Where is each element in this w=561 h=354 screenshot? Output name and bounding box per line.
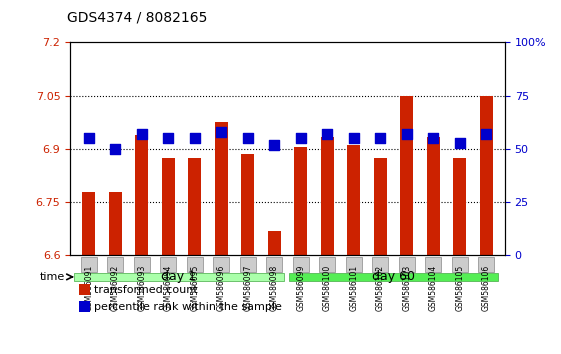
Text: GSM586097: GSM586097 — [243, 264, 252, 311]
Text: GSM586103: GSM586103 — [402, 264, 411, 310]
FancyBboxPatch shape — [160, 257, 176, 272]
Bar — [79, 302, 90, 312]
Text: GSM586102: GSM586102 — [376, 264, 385, 310]
FancyBboxPatch shape — [289, 273, 498, 281]
Text: transformed count: transformed count — [94, 285, 198, 295]
FancyBboxPatch shape — [107, 257, 123, 272]
FancyBboxPatch shape — [373, 257, 388, 272]
Bar — [294, 147, 307, 256]
FancyBboxPatch shape — [346, 257, 362, 272]
Point — [323, 131, 332, 137]
Bar — [347, 145, 360, 256]
Text: GSM586096: GSM586096 — [217, 264, 226, 311]
Text: GSM586106: GSM586106 — [482, 264, 491, 310]
Point — [402, 131, 411, 137]
FancyBboxPatch shape — [479, 257, 494, 272]
FancyBboxPatch shape — [74, 273, 283, 281]
Point — [350, 136, 358, 141]
Bar — [268, 230, 281, 256]
Point — [164, 136, 173, 141]
Point — [137, 131, 146, 137]
Bar — [79, 284, 90, 295]
Bar — [82, 192, 95, 256]
FancyBboxPatch shape — [425, 257, 442, 272]
Text: day 1: day 1 — [162, 270, 196, 284]
Bar — [109, 192, 122, 256]
Bar — [374, 158, 387, 256]
Bar — [400, 96, 413, 256]
Bar — [162, 158, 175, 256]
Bar — [188, 158, 201, 256]
Text: percentile rank within the sample: percentile rank within the sample — [94, 302, 282, 312]
Bar — [321, 137, 334, 256]
Text: day 60: day 60 — [372, 270, 415, 284]
Point — [296, 136, 305, 141]
Point — [376, 136, 385, 141]
Text: GSM586095: GSM586095 — [190, 264, 199, 311]
Bar — [241, 154, 254, 256]
Point — [456, 140, 465, 145]
Point — [482, 131, 491, 137]
Text: GSM586098: GSM586098 — [270, 264, 279, 310]
FancyBboxPatch shape — [134, 257, 150, 272]
FancyBboxPatch shape — [240, 257, 256, 272]
Text: GSM586092: GSM586092 — [111, 264, 119, 310]
Text: GSM586101: GSM586101 — [350, 264, 358, 310]
Point — [243, 136, 252, 141]
Text: GSM586104: GSM586104 — [429, 264, 438, 310]
Bar — [135, 135, 148, 256]
FancyBboxPatch shape — [319, 257, 335, 272]
Point — [190, 136, 199, 141]
Bar — [453, 158, 466, 256]
Point — [84, 136, 93, 141]
Text: GSM586099: GSM586099 — [296, 264, 305, 311]
Text: GSM586105: GSM586105 — [456, 264, 465, 310]
Text: GSM586091: GSM586091 — [84, 264, 93, 310]
Point — [270, 142, 279, 148]
Bar — [480, 96, 493, 256]
FancyBboxPatch shape — [266, 257, 282, 272]
Bar — [427, 137, 440, 256]
Point — [429, 136, 438, 141]
FancyBboxPatch shape — [187, 257, 203, 272]
Bar — [215, 122, 228, 256]
FancyBboxPatch shape — [399, 257, 415, 272]
Point — [217, 129, 226, 135]
Text: GSM586100: GSM586100 — [323, 264, 332, 310]
FancyBboxPatch shape — [81, 257, 96, 272]
Text: GDS4374 / 8082165: GDS4374 / 8082165 — [67, 11, 208, 25]
Text: time: time — [40, 272, 65, 282]
Point — [111, 146, 119, 152]
FancyBboxPatch shape — [213, 257, 229, 272]
Text: GSM586094: GSM586094 — [164, 264, 173, 311]
Text: GSM586093: GSM586093 — [137, 264, 146, 311]
FancyBboxPatch shape — [452, 257, 468, 272]
FancyBboxPatch shape — [293, 257, 309, 272]
